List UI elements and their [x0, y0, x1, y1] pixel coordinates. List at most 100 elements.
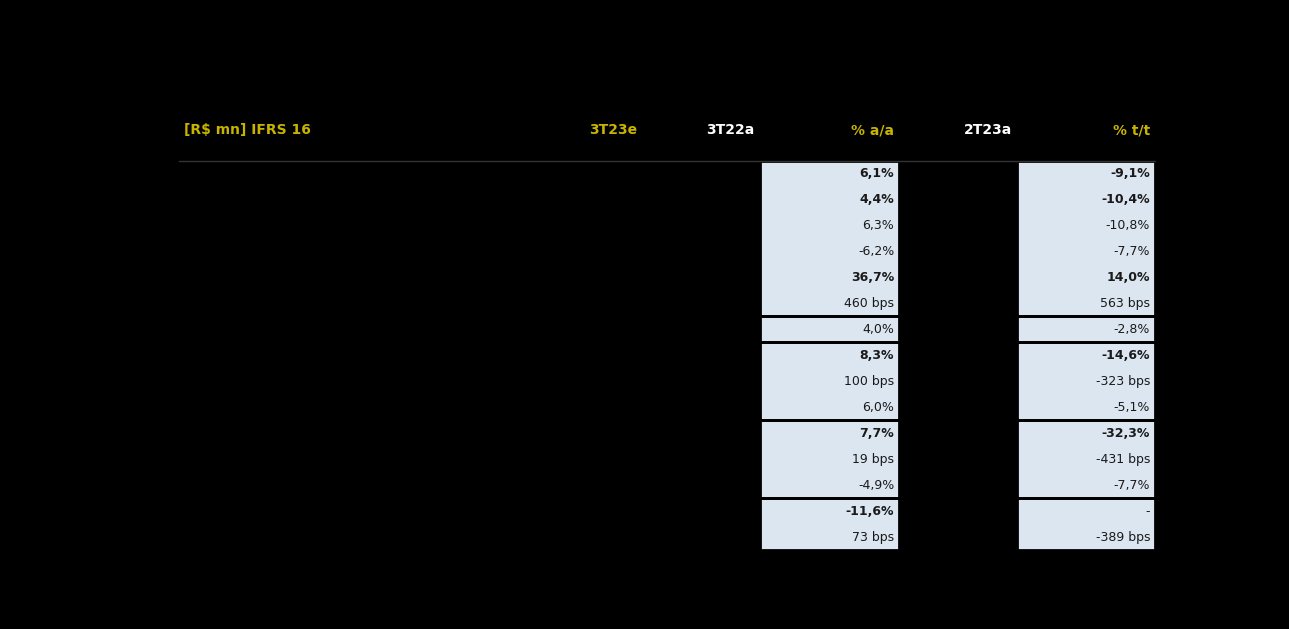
Bar [642, 472, 759, 498]
Text: -10,4%: -10,4% [1102, 193, 1150, 206]
Text: 3T23e: 3T23e [589, 123, 637, 137]
Bar [759, 446, 900, 472]
Bar [759, 524, 900, 550]
Bar [1017, 264, 1155, 291]
Bar [179, 369, 525, 394]
Text: -11,6%: -11,6% [846, 504, 895, 518]
Bar [759, 264, 900, 291]
Text: 8,3%: 8,3% [860, 349, 895, 362]
Bar [759, 316, 900, 342]
Bar [179, 238, 525, 264]
Text: % a/a: % a/a [851, 123, 895, 137]
Bar [642, 342, 759, 369]
Bar [179, 524, 525, 550]
Bar [179, 264, 525, 291]
Text: -7,7%: -7,7% [1114, 245, 1150, 258]
Text: -323 bps: -323 bps [1096, 375, 1150, 388]
Bar [525, 446, 642, 472]
Bar [642, 446, 759, 472]
Bar [1017, 316, 1155, 342]
Text: -4,9%: -4,9% [858, 479, 895, 492]
Bar [642, 316, 759, 342]
Text: -431 bps: -431 bps [1096, 453, 1150, 465]
Bar [525, 498, 642, 524]
Text: 6,3%: 6,3% [862, 219, 895, 232]
Text: 73 bps: 73 bps [852, 531, 895, 543]
Text: 100 bps: 100 bps [844, 375, 895, 388]
Bar [900, 498, 1017, 524]
Bar [759, 238, 900, 264]
Bar [642, 394, 759, 420]
Bar [1017, 472, 1155, 498]
Bar [642, 160, 759, 186]
Text: -9,1%: -9,1% [1110, 167, 1150, 180]
Bar [642, 238, 759, 264]
Bar [759, 291, 900, 316]
Bar [900, 369, 1017, 394]
Text: 460 bps: 460 bps [844, 297, 895, 310]
Text: 19 bps: 19 bps [852, 453, 895, 465]
Bar [1017, 291, 1155, 316]
Text: 4,0%: 4,0% [862, 323, 895, 336]
Bar [179, 213, 525, 238]
Bar [1017, 160, 1155, 186]
Bar [1017, 369, 1155, 394]
Bar [900, 186, 1017, 213]
Bar [525, 316, 642, 342]
Bar [642, 524, 759, 550]
Bar [525, 238, 642, 264]
Text: 6,0%: 6,0% [862, 401, 895, 414]
Bar [759, 472, 900, 498]
Bar [1017, 186, 1155, 213]
Text: 7,7%: 7,7% [860, 426, 895, 440]
Bar [525, 524, 642, 550]
Bar [525, 394, 642, 420]
Bar [759, 394, 900, 420]
Bar [759, 498, 900, 524]
Text: 6,1%: 6,1% [860, 167, 895, 180]
Bar [1017, 524, 1155, 550]
Bar [525, 213, 642, 238]
Text: 2T23a: 2T23a [964, 123, 1012, 137]
Bar [900, 316, 1017, 342]
Bar [642, 291, 759, 316]
Bar [900, 472, 1017, 498]
Bar [642, 369, 759, 394]
Bar [900, 342, 1017, 369]
Bar [179, 420, 525, 446]
Bar [525, 160, 642, 186]
Bar [179, 446, 525, 472]
Text: 4,4%: 4,4% [860, 193, 895, 206]
Bar [179, 394, 525, 420]
Bar [642, 420, 759, 446]
Text: -2,8%: -2,8% [1114, 323, 1150, 336]
Bar [179, 291, 525, 316]
Bar [179, 498, 525, 524]
Text: -6,2%: -6,2% [858, 245, 895, 258]
Bar [900, 394, 1017, 420]
Bar [525, 186, 642, 213]
Bar [525, 342, 642, 369]
Bar [179, 472, 525, 498]
Bar [525, 472, 642, 498]
Bar [525, 264, 642, 291]
Text: -5,1%: -5,1% [1114, 401, 1150, 414]
Text: % t/t: % t/t [1112, 123, 1150, 137]
Text: -: - [1146, 504, 1150, 518]
Text: 14,0%: 14,0% [1107, 271, 1150, 284]
Bar [1017, 213, 1155, 238]
Bar [642, 213, 759, 238]
Bar [179, 99, 1155, 160]
Bar [900, 291, 1017, 316]
Text: 36,7%: 36,7% [851, 271, 895, 284]
Text: -389 bps: -389 bps [1096, 531, 1150, 543]
Bar [1017, 394, 1155, 420]
Bar [1017, 446, 1155, 472]
Text: -7,7%: -7,7% [1114, 479, 1150, 492]
Bar [759, 160, 900, 186]
Bar [900, 420, 1017, 446]
Bar [525, 291, 642, 316]
Bar [1017, 498, 1155, 524]
Text: -14,6%: -14,6% [1102, 349, 1150, 362]
Bar [642, 498, 759, 524]
